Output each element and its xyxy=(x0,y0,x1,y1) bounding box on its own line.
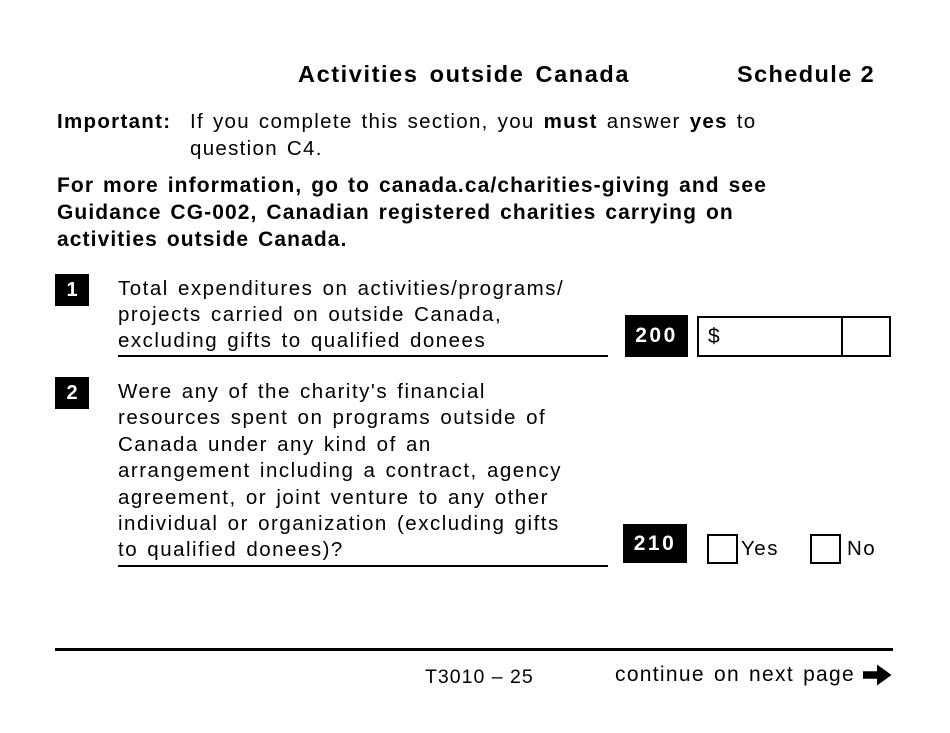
question-2-number-badge: 2 xyxy=(55,377,89,409)
field-code-200-badge: 200 xyxy=(625,315,688,357)
important-note: Important: If you complete this section,… xyxy=(57,108,837,162)
question-2-line: Were any of the charity's financial xyxy=(118,380,486,403)
schedule-label: Schedule 2 xyxy=(737,61,876,87)
dollar-sign: $ xyxy=(708,324,721,348)
no-checkbox-label: No xyxy=(847,537,877,560)
question-2-line: individual or organization (excluding gi… xyxy=(118,512,560,536)
continue-label: continue on next page xyxy=(615,663,855,686)
info-line: For more information, go to canada.ca/ch… xyxy=(57,174,767,197)
field-code-210-badge: 210 xyxy=(623,524,687,563)
form-number: T3010 – 25 xyxy=(425,666,534,688)
important-text-segment: If you complete this section, you xyxy=(190,110,535,133)
question-2-line: arrangement including a contract, agency xyxy=(118,459,563,483)
page-title: Activities outside Canada xyxy=(298,61,630,87)
question-2-line: to qualified donees)? xyxy=(118,538,344,562)
important-text-segment: answer xyxy=(606,110,681,133)
arrow-right-icon xyxy=(862,663,893,687)
important-text-bold-yes: yes xyxy=(689,110,728,133)
info-note: For more information, go to canada.ca/ch… xyxy=(57,172,767,253)
footer-divider xyxy=(55,648,893,651)
amount-200-input[interactable]: $ xyxy=(697,316,891,357)
continue-next-page: continue on next page xyxy=(615,663,893,687)
yes-checkbox-label: Yes xyxy=(741,537,779,560)
no-checkbox[interactable] xyxy=(810,534,841,564)
question-2-line: resources spent on programs outside of xyxy=(118,406,547,430)
question-2-text: Were any of the charity's financial resou… xyxy=(118,379,608,567)
amount-200-cents-input[interactable] xyxy=(841,318,889,355)
important-label: Important: xyxy=(57,110,172,133)
question-1-line: Total expenditures on activities/program… xyxy=(118,277,565,300)
important-text-segment: to xyxy=(736,110,757,133)
info-line: Guidance CG-002, Canadian registered cha… xyxy=(57,201,734,224)
question-2-line: Canada under any kind of an xyxy=(118,432,432,456)
important-text-line2: question C4. xyxy=(190,137,323,160)
yes-checkbox[interactable] xyxy=(707,534,738,564)
question-1-line: excluding gifts to qualified donees xyxy=(118,329,487,353)
question-2-line: agreement, or joint venture to any other xyxy=(118,485,549,509)
question-1-number-badge: 1 xyxy=(55,274,89,306)
info-line: activities outside Canada. xyxy=(57,228,348,251)
question-1-text: Total expenditures on activities/program… xyxy=(118,276,608,357)
important-text-bold-must: must xyxy=(543,110,598,133)
important-text: If you complete this section, you must a… xyxy=(190,108,837,162)
question-1-line: projects carried on outside Canada, xyxy=(118,303,503,327)
